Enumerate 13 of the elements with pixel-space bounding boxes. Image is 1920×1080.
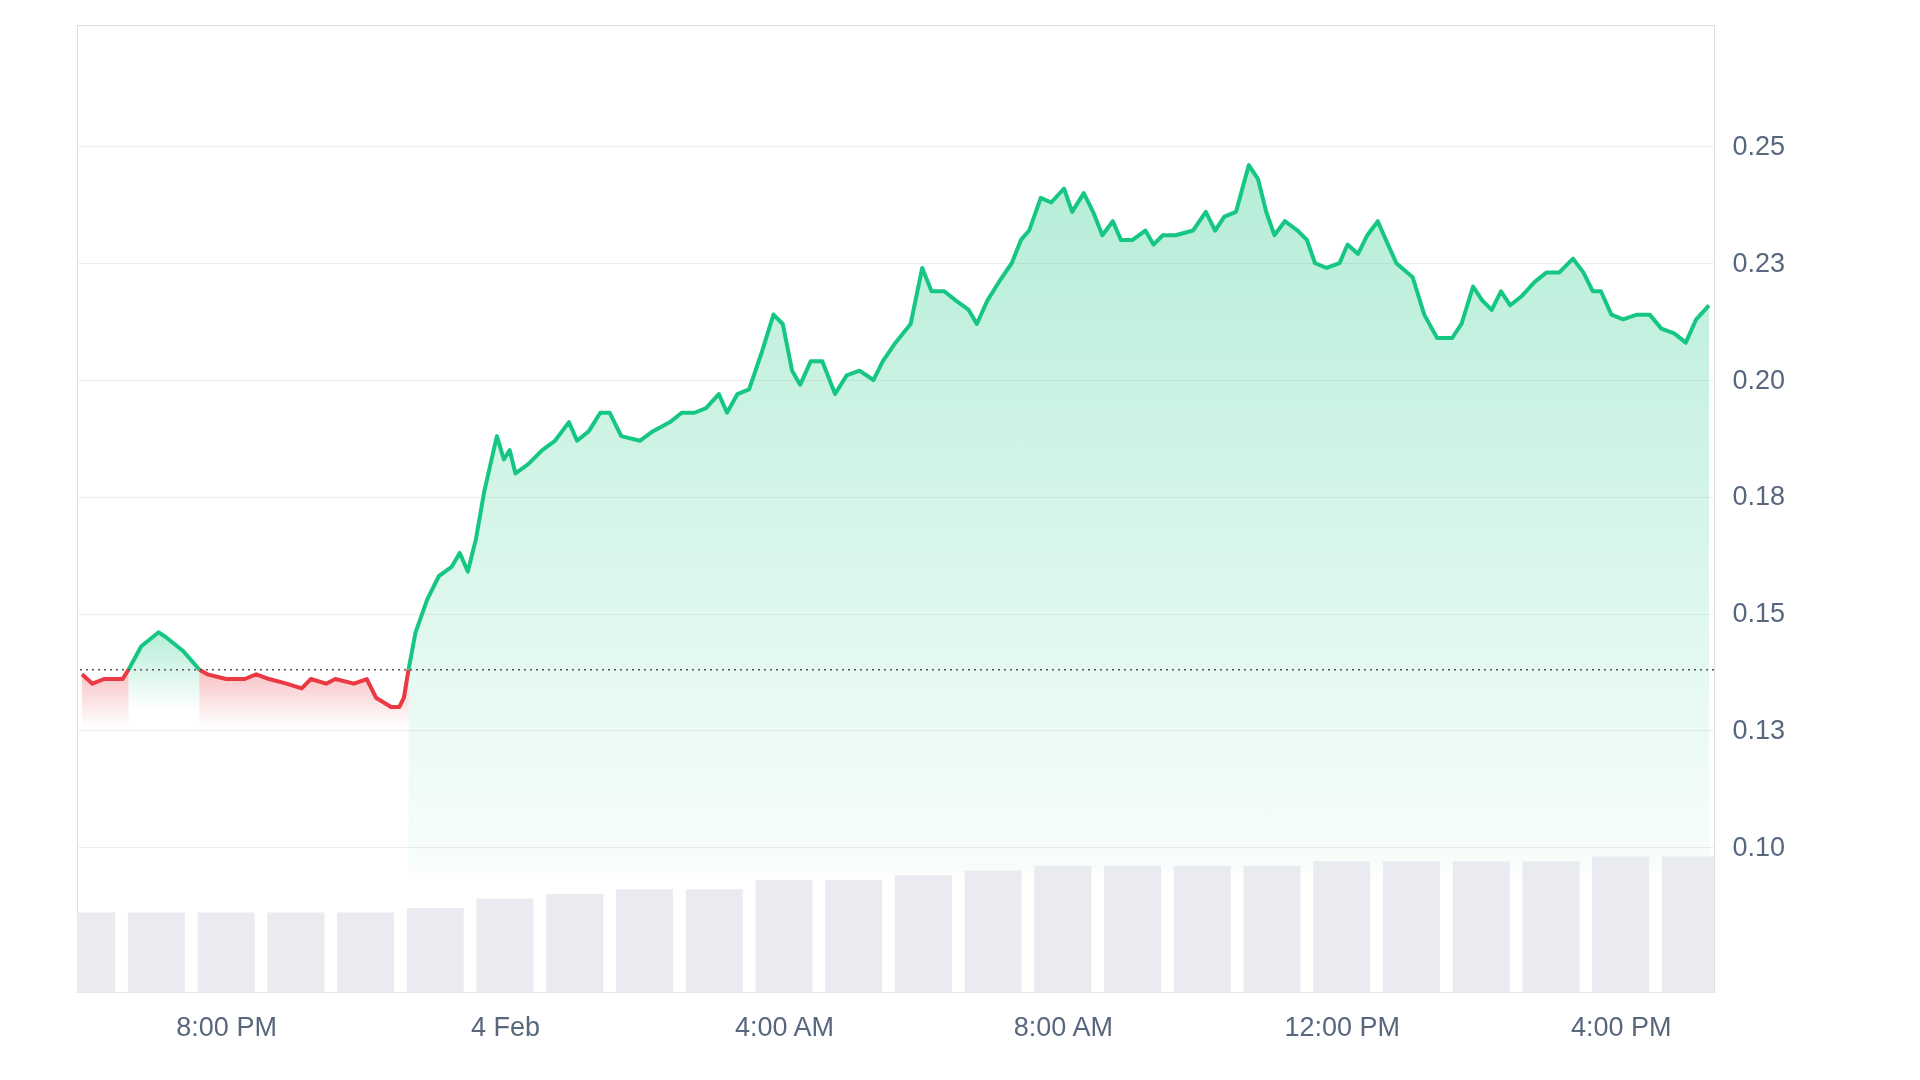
- y-tick-label: 0.15: [1732, 598, 1786, 629]
- y-tick-label: 0.13: [1732, 714, 1786, 745]
- x-tick-label: 12:00 PM: [1284, 1011, 1401, 1042]
- x-tick-label: 4:00 AM: [734, 1011, 834, 1042]
- y-tick-label: 0.18: [1732, 481, 1786, 512]
- x-tick-label: 4:00 PM: [1570, 1011, 1672, 1042]
- x-tick-label: 8:00 PM: [176, 1011, 277, 1042]
- y-tick-label: 0.25: [1732, 130, 1786, 161]
- x-tick-label: 4 Feb: [471, 1011, 541, 1042]
- x-tick-label: 8:00 AM: [1013, 1011, 1113, 1042]
- y-tick-label: 0.10: [1732, 831, 1786, 862]
- y-tick-label: 0.20: [1732, 364, 1786, 395]
- y-tick-label: 0.23: [1732, 247, 1786, 278]
